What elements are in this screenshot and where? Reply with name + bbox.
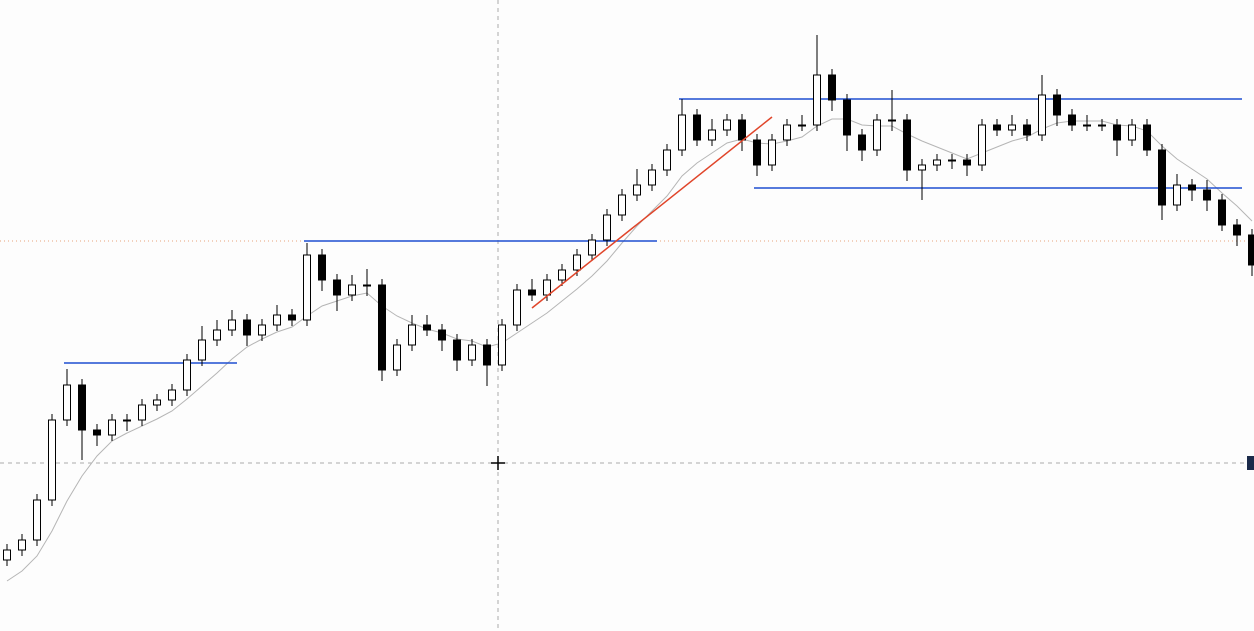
- candle-body: [543, 279, 551, 296]
- candle-body: [753, 139, 761, 166]
- candle-body: [768, 139, 776, 166]
- candle-body: [408, 324, 416, 346]
- candle-body: [513, 289, 521, 326]
- candle-body: [798, 124, 806, 127]
- candle-body: [588, 239, 596, 256]
- candle-body: [1248, 234, 1254, 266]
- candle-body: [1128, 124, 1136, 141]
- candle-body: [783, 124, 791, 141]
- candle-body: [948, 159, 956, 162]
- candle-body: [243, 319, 251, 336]
- candle-body: [363, 284, 371, 287]
- candle-body: [468, 344, 476, 361]
- candle-body: [888, 119, 896, 122]
- candle-body: [528, 289, 536, 296]
- candle-body: [1038, 94, 1046, 136]
- candle-body: [663, 149, 671, 171]
- candle-body: [18, 539, 26, 551]
- candle-body: [978, 124, 986, 166]
- candle-body: [1188, 184, 1196, 191]
- candle-body: [1218, 199, 1226, 226]
- candle-body: [138, 404, 146, 421]
- candle-body: [993, 124, 1001, 131]
- candle-body: [213, 329, 221, 341]
- candle-body: [93, 429, 101, 436]
- crosshair-cursor: [491, 456, 505, 470]
- candle-body: [258, 324, 266, 336]
- candle-body: [423, 324, 431, 331]
- candle-body: [1143, 124, 1151, 151]
- candle-body: [228, 319, 236, 331]
- candle-body: [1083, 124, 1091, 127]
- candle-body: [3, 549, 11, 561]
- candle-body: [303, 254, 311, 321]
- candle-body: [1068, 114, 1076, 126]
- candle-body: [438, 329, 446, 341]
- candle-body: [318, 254, 326, 281]
- candle-body: [48, 419, 56, 501]
- candle-body: [393, 344, 401, 371]
- candle-body: [918, 164, 926, 171]
- candle-body: [63, 384, 71, 421]
- candle-body: [1173, 184, 1181, 206]
- candle-body: [573, 254, 581, 271]
- candle-body: [288, 314, 296, 321]
- candle-body: [108, 419, 116, 436]
- candle-body: [693, 114, 701, 141]
- candle-body: [708, 129, 716, 141]
- candle-body: [933, 159, 941, 166]
- candle-body: [873, 119, 881, 151]
- candle-body: [348, 284, 356, 296]
- candle-body: [1098, 124, 1106, 127]
- candle-body: [183, 359, 191, 391]
- candle-body: [483, 344, 491, 366]
- candle-body: [273, 314, 281, 326]
- candle-body: [1008, 124, 1016, 131]
- price-tag: [1247, 456, 1254, 470]
- candle-body: [1053, 94, 1061, 116]
- candle-body: [123, 419, 131, 422]
- candle-body: [153, 399, 161, 406]
- candle-body: [333, 279, 341, 296]
- candle-body: [33, 499, 41, 541]
- candle-body: [603, 214, 611, 241]
- candle-body: [903, 119, 911, 171]
- candle-body: [648, 169, 656, 186]
- candle-body: [198, 339, 206, 361]
- candle-body: [1203, 189, 1211, 201]
- candle-body: [678, 114, 686, 151]
- candle-body: [378, 284, 386, 371]
- candle-body: [738, 119, 746, 141]
- candle-body: [633, 184, 641, 196]
- candle-body: [1158, 149, 1166, 206]
- candle-body: [618, 194, 626, 216]
- candle-body: [723, 119, 731, 131]
- candle-body: [1233, 224, 1241, 236]
- candle-body: [858, 134, 866, 151]
- candle-body: [828, 74, 836, 101]
- candle-body: [498, 324, 506, 366]
- candle-body: [963, 159, 971, 166]
- candle-body: [168, 389, 176, 401]
- candle-body: [453, 339, 461, 361]
- candle-body: [813, 74, 821, 126]
- candle-body: [558, 269, 566, 281]
- candle-body: [1113, 124, 1121, 141]
- trendline: [531, 116, 773, 309]
- candle-body: [1023, 124, 1031, 136]
- candle-body: [78, 384, 86, 431]
- candle-body: [843, 99, 851, 136]
